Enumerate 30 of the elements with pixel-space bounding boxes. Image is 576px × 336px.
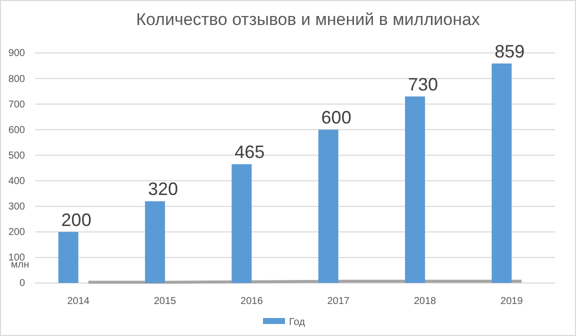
x-tick-label: 2017	[327, 296, 350, 308]
data-label: 730	[408, 74, 438, 94]
y-tick-label: 200	[8, 227, 26, 238]
data-label: 859	[494, 41, 525, 62]
y-tick-label: 600	[8, 124, 26, 136]
data-label: 465	[234, 142, 265, 162]
x-tick-label: 2015	[154, 296, 177, 308]
x-tick-label: 2016	[240, 296, 264, 308]
chart-title: Количество отзывов и мнений в миллионах	[136, 10, 480, 29]
x-tick-label: 2018	[414, 296, 437, 308]
bar	[405, 96, 425, 283]
bar	[492, 63, 512, 283]
y-tick-label: 500	[8, 150, 26, 162]
data-label: 320	[148, 179, 178, 200]
bar	[232, 164, 252, 283]
bar	[145, 201, 165, 283]
y-tick-label: 300	[8, 202, 26, 213]
y-tick-label: 800	[8, 74, 26, 85]
x-tick-label: 2014	[67, 296, 90, 308]
y-tick-label: 0	[19, 278, 26, 290]
bar	[58, 232, 78, 283]
y-tick-label: 400	[8, 176, 26, 187]
bar	[318, 130, 338, 283]
y-tick-label: 900	[8, 48, 26, 60]
data-label: 600	[321, 108, 352, 128]
legend-label: Год	[289, 317, 306, 328]
data-label: 200	[61, 210, 92, 230]
y-tick-label: 700	[8, 99, 26, 110]
y-axis-title: млн	[10, 260, 30, 271]
x-tick-label: 2019	[500, 296, 524, 308]
